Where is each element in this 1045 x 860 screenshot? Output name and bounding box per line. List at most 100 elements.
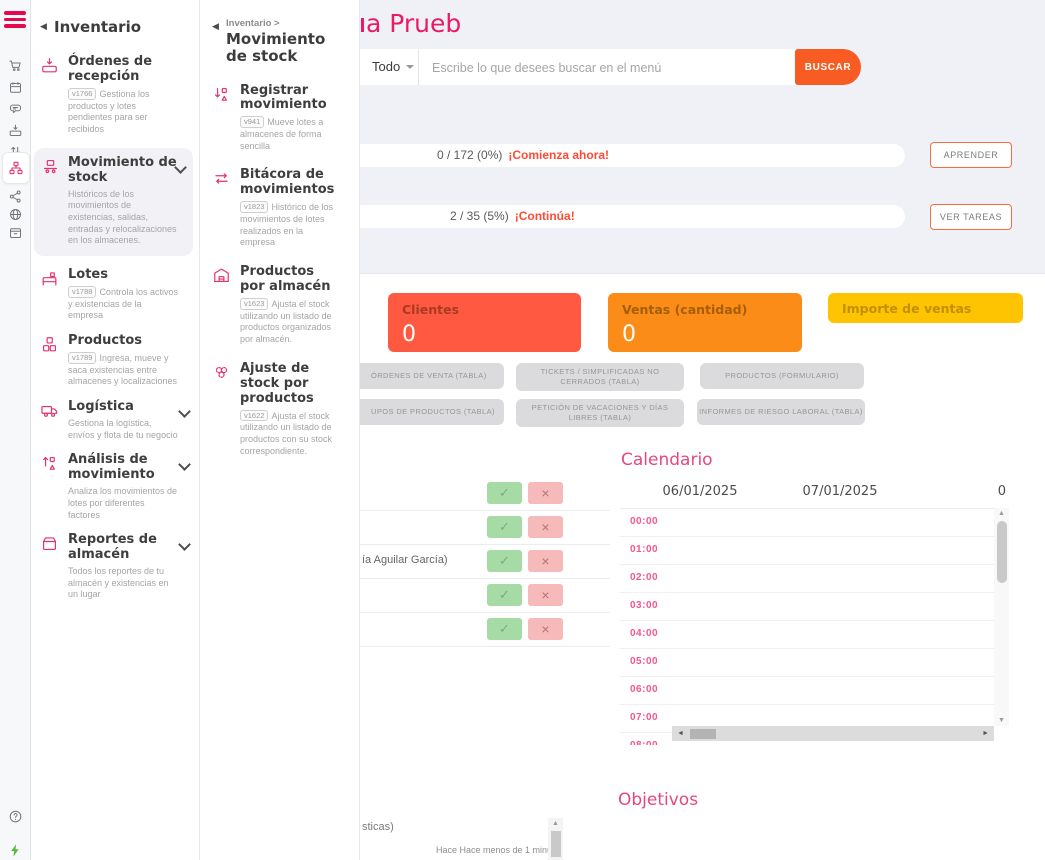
- progress-cta: ¡Comienza ahora!: [508, 148, 610, 162]
- submenu-title: Movimiento de stock: [226, 30, 326, 66]
- reject-button[interactable]: ×: [528, 550, 563, 572]
- panel-title: Inventario: [54, 18, 142, 36]
- quick-action-tickets[interactable]: TICKETS / SIMPLIFICADAS NO CERRADOS (TAB…: [516, 363, 684, 391]
- hour-label: 01:00: [630, 544, 659, 555]
- tasks-progress-bar: 2 / 35 (5%) ¡Continúa!: [330, 205, 905, 228]
- hour-label: 08:00: [630, 740, 658, 745]
- learn-button[interactable]: APRENDER: [930, 142, 1012, 168]
- scrollbar-thumb[interactable]: [690, 728, 716, 739]
- item-description: Gestiona la logística, envíos y flota de…: [68, 417, 178, 440]
- rail-item-web[interactable]: [0, 204, 30, 224]
- calendar-hour-row[interactable]: 08:00: [620, 733, 994, 745]
- approval-row: ía Aguilar García) ✓ ×: [330, 544, 610, 579]
- search-scope-select[interactable]: Todo: [372, 59, 401, 74]
- inbox-download-icon: [9, 124, 21, 136]
- mini-vertical-scrollbar[interactable]: ▲: [548, 818, 563, 860]
- reports-box-icon: [40, 534, 59, 553]
- reject-button[interactable]: ×: [528, 584, 563, 606]
- calendar-date-column-clipped: 0: [997, 484, 1006, 499]
- hamburger-menu-icon[interactable]: [4, 11, 26, 31]
- reject-button[interactable]: ×: [528, 482, 563, 504]
- hour-label: 03:00: [630, 600, 659, 611]
- kpi-card-ventas: Ventas (cantidad) 0: [608, 293, 802, 352]
- search-input[interactable]: [430, 49, 784, 87]
- warehouse-icon: [212, 266, 231, 285]
- quick-action-riesgo-laboral[interactable]: INFORMES DE RIESGO LABORAL (TABLA): [697, 399, 865, 425]
- pallet-icon: [41, 157, 60, 176]
- help-button[interactable]: [0, 806, 30, 826]
- approve-button[interactable]: ✓: [487, 482, 522, 504]
- submenu-item-registrar-movimiento[interactable]: Registrar movimiento v941 Mueve lotes a a…: [212, 83, 349, 153]
- rail-item-sales[interactable]: [0, 55, 30, 75]
- version-badge: v1788: [68, 285, 97, 298]
- reject-button[interactable]: ×: [528, 618, 563, 640]
- reject-button[interactable]: ×: [528, 516, 563, 538]
- calendar-hour-row[interactable]: 01:00: [620, 537, 994, 565]
- version-badge: v1823: [240, 201, 269, 214]
- sitemap-icon: [9, 161, 23, 175]
- approve-button[interactable]: ✓: [487, 516, 522, 538]
- sidebar-item-logistica[interactable]: Logística Gestiona la logística, envíos …: [40, 399, 191, 441]
- rail-item-planning[interactable]: [0, 222, 30, 242]
- rail-item-calendar[interactable]: [0, 77, 30, 97]
- calendar-hour-row[interactable]: 03:00: [620, 593, 994, 621]
- rail-item-hr[interactable]: [0, 186, 30, 206]
- calendar-horizontal-scrollbar[interactable]: ◄ ►: [672, 726, 994, 741]
- help-circle-icon: [9, 810, 21, 822]
- sidebar-item-lotes[interactable]: Lotes v1788 Controla los activos y existe…: [40, 267, 191, 322]
- submenu-item-productos-por-almacen[interactable]: Productos por almacén v1623 Ajusta el sto…: [212, 264, 349, 346]
- back-arrow-icon: ◀: [40, 21, 47, 31]
- archive-calendar-icon: [9, 227, 21, 238]
- scrollbar-thumb[interactable]: [996, 521, 1007, 583]
- approval-row: ✓ ×: [330, 510, 610, 545]
- kpi-label: Importe de ventas: [842, 301, 972, 316]
- kpi-value: 0: [402, 322, 416, 347]
- calendar-hour-row[interactable]: 05:00: [620, 649, 994, 677]
- calendar-hour-row[interactable]: 00:00: [620, 509, 994, 537]
- calendar-date-column: 06/01/2025: [662, 484, 738, 499]
- scroll-left-icon[interactable]: ◄: [677, 730, 684, 737]
- quick-action-vacaciones[interactable]: PETICIÓN DE VACACIONES Y DÍAS LIBRES (TA…: [516, 399, 684, 427]
- item-description: Controla los activos y existencias de la…: [68, 286, 178, 321]
- swap-arrows-icon: [212, 169, 231, 188]
- calendar-hour-row[interactable]: 06:00: [620, 677, 994, 705]
- menu-search-bar: Todo: [330, 49, 795, 87]
- quick-action-productos-formulario[interactable]: PRODUCTOS (FORMULARIO): [700, 363, 864, 389]
- calendar-vertical-scrollbar[interactable]: ▲ ▼: [994, 508, 1009, 726]
- calendar-hour-row[interactable]: 02:00: [620, 565, 994, 593]
- quick-launch-button[interactable]: [0, 840, 30, 860]
- scrollbar-thumb[interactable]: [550, 831, 561, 857]
- page-title-clipped-letter: [361, 18, 364, 32]
- scroll-up-icon[interactable]: ▲: [998, 510, 1005, 517]
- sidebar-item-analisis-movimiento[interactable]: Análisis de movimiento Analiza los movim…: [40, 452, 191, 521]
- version-badge: v1766: [68, 87, 97, 100]
- breadcrumb: Inventario >: [226, 18, 280, 29]
- panel-header-back[interactable]: ◀ Inventario: [40, 18, 191, 37]
- scroll-down-icon[interactable]: ▼: [998, 717, 1005, 724]
- item-description: Ingresa, mueve y saca existencias entre …: [68, 352, 178, 387]
- item-title: Productos: [68, 332, 143, 348]
- item-description: Histórico de los movimientos de lotes re…: [240, 202, 333, 248]
- rail-item-messages[interactable]: [0, 99, 30, 119]
- view-tasks-button[interactable]: VER TAREAS: [930, 204, 1012, 230]
- sidebar-item-ordenes-recepcion[interactable]: Órdenes de recepción v1766 Gestiona los p…: [40, 54, 191, 136]
- submenu-item-ajuste-de-stock[interactable]: Ajuste de stock por productos v1622 Ajust…: [212, 361, 349, 458]
- item-description: Analiza los movimientos de lotes por dif…: [68, 486, 178, 520]
- rail-item-inventory-active[interactable]: [2, 152, 30, 184]
- calendar-hour-row[interactable]: 04:00: [620, 621, 994, 649]
- sidebar-item-movimiento-stock[interactable]: Movimiento de stock Históricos de los mo…: [34, 147, 193, 256]
- approve-button[interactable]: ✓: [487, 550, 522, 572]
- approve-button[interactable]: ✓: [487, 584, 522, 606]
- item-description: Ajusta el stock utilizando un listado de…: [240, 410, 333, 456]
- submenu-item-bitacora-movimientos[interactable]: Bitácora de movimientos v1823 Histórico d…: [212, 167, 349, 249]
- rail-item-receptions[interactable]: [0, 120, 30, 140]
- sidebar-item-productos[interactable]: Productos v1789 Ingresa, mueve y saca exi…: [40, 332, 191, 388]
- scroll-right-icon[interactable]: ►: [982, 730, 989, 737]
- submenu-header-back[interactable]: ◀ Inventario > Movimiento de stock: [212, 18, 349, 66]
- scroll-up-icon[interactable]: ▲: [552, 820, 559, 827]
- sidebar-item-reportes-almacen[interactable]: Reportes de almacén Todos los reportes d…: [40, 532, 191, 601]
- approve-button[interactable]: ✓: [487, 618, 522, 640]
- chat-icon: [9, 104, 21, 113]
- item-description: Mueve lotes a almacenes de forma sencill…: [240, 117, 324, 151]
- search-button[interactable]: BUSCAR: [795, 49, 861, 85]
